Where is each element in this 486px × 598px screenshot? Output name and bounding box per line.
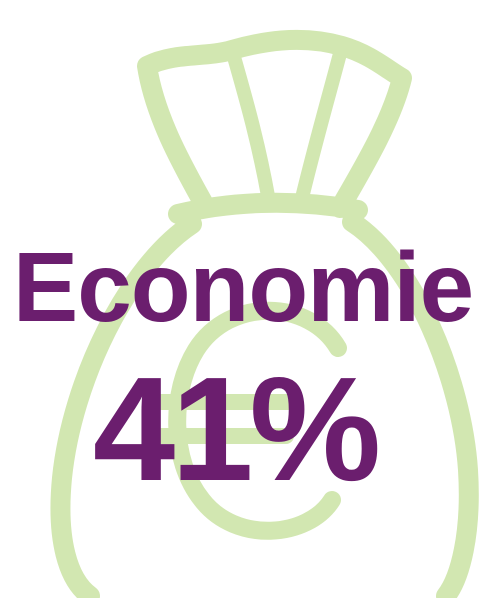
stat-label: Economie: [12, 232, 474, 342]
bag-tie: [168, 192, 368, 224]
euro-symbol-arc: [168, 301, 347, 540]
stat-value: 41%: [92, 347, 381, 512]
bag-top-fold-left: [225, 43, 275, 203]
bag-top-outline: [137, 29, 412, 218]
bag-body-outline: [50, 212, 479, 598]
bag-top-fold-right: [295, 39, 349, 205]
